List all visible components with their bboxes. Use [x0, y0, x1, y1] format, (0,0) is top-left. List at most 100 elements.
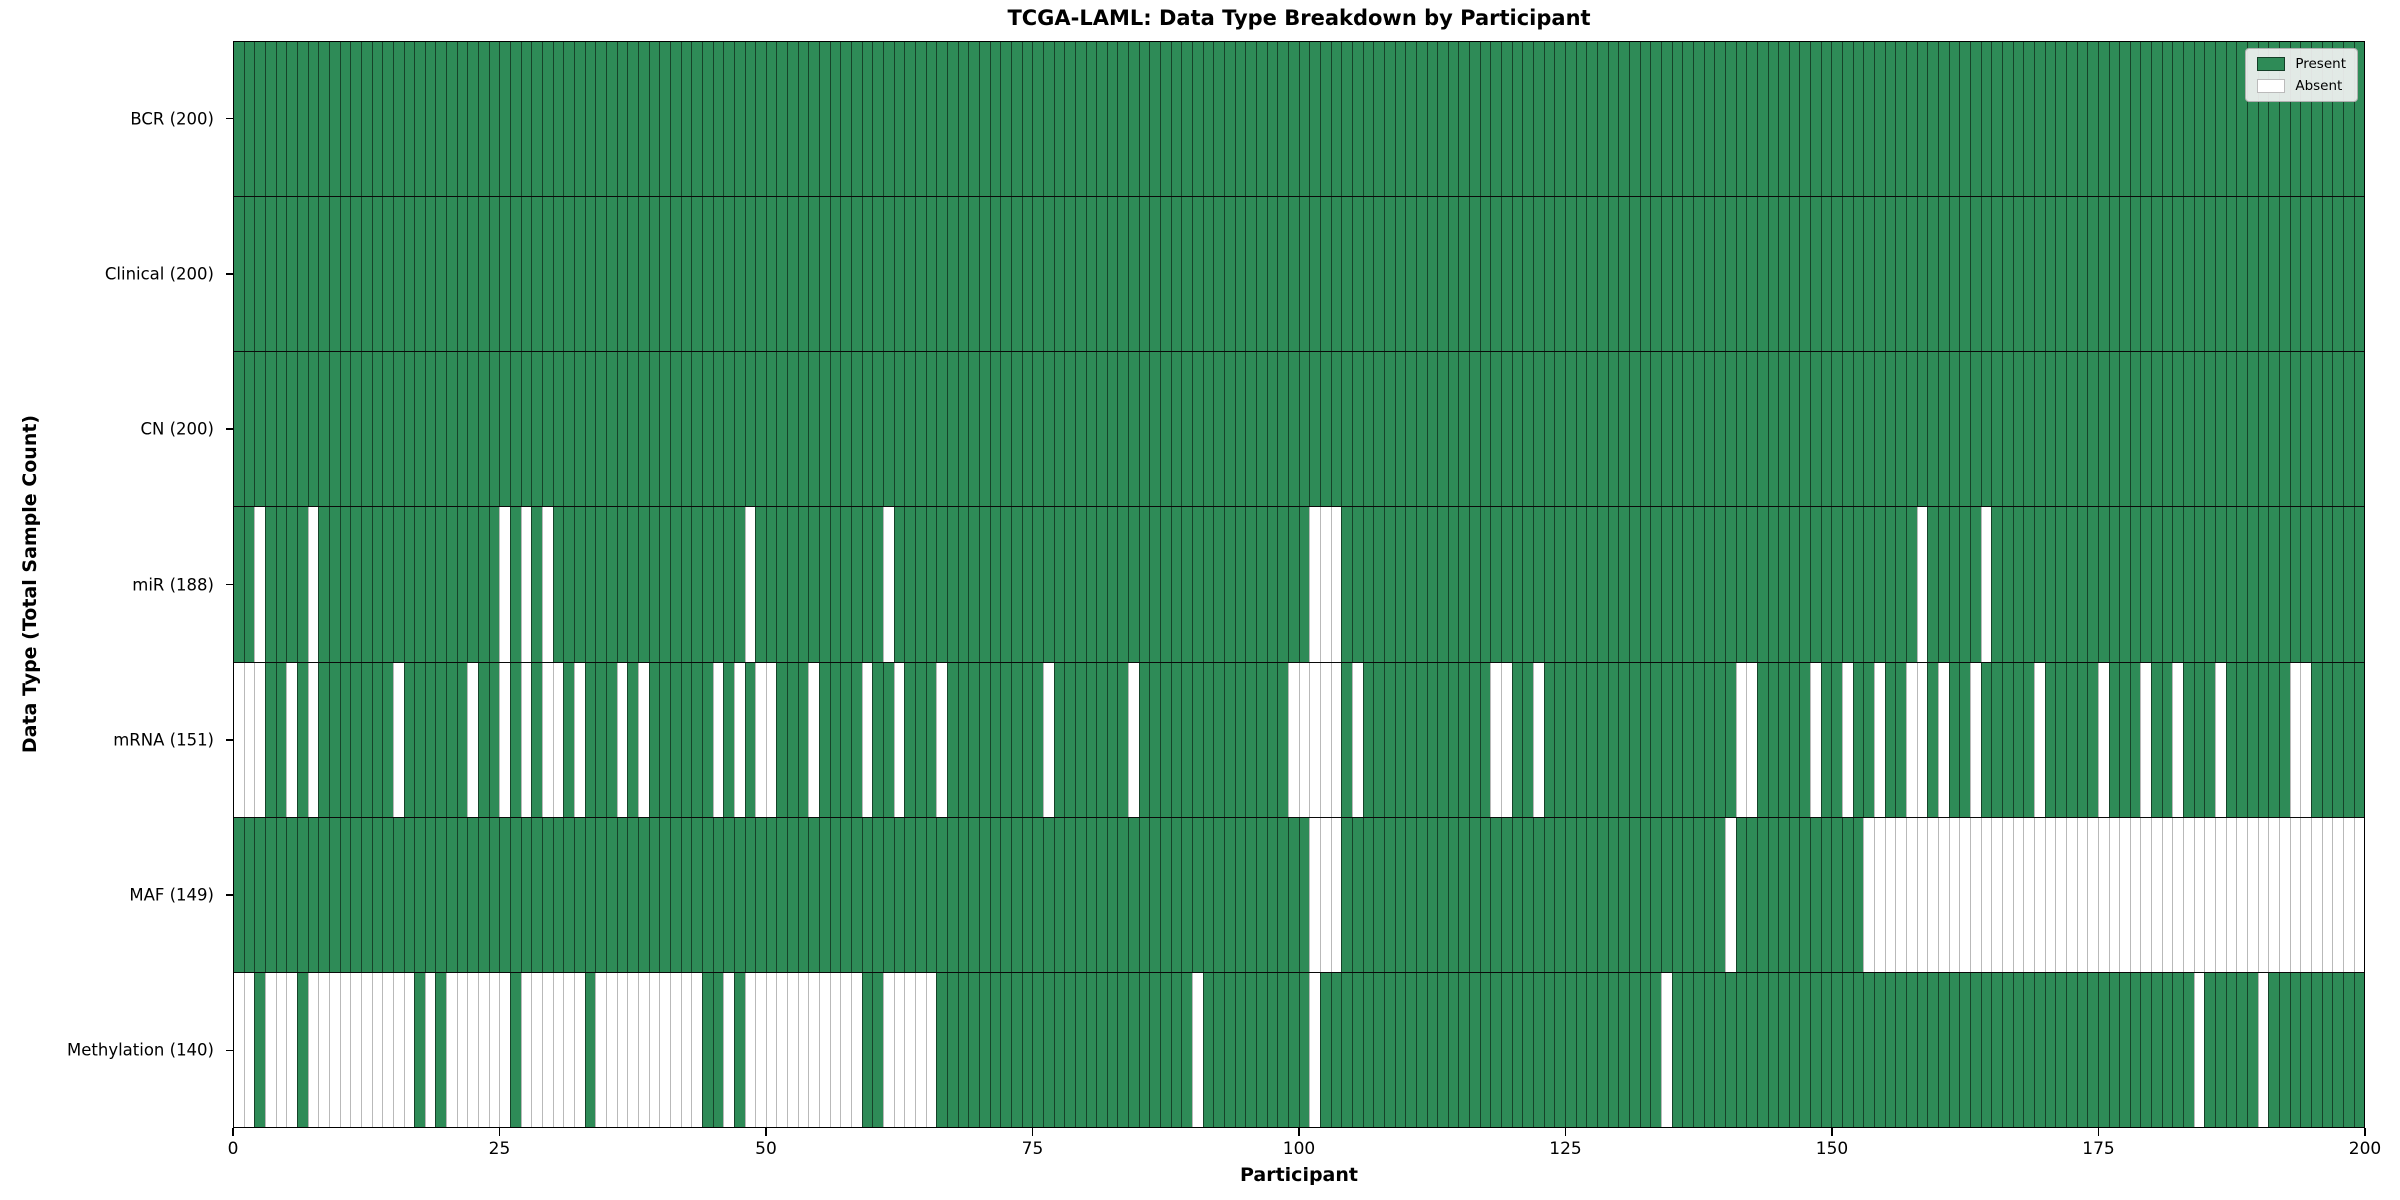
present-cell — [2161, 662, 2173, 817]
present-cell — [339, 352, 351, 507]
present-cell — [1746, 197, 1757, 352]
present-cell — [680, 197, 692, 352]
present-cell — [755, 197, 766, 352]
present-cell — [915, 817, 926, 972]
present-cell — [2055, 507, 2066, 662]
present-cell — [1309, 352, 1320, 507]
present-cell — [851, 352, 862, 507]
present-cell — [318, 817, 329, 972]
present-cell — [968, 507, 979, 662]
present-cell — [1160, 197, 1171, 352]
present-cell — [435, 817, 447, 972]
present-cell — [1522, 817, 1534, 972]
present-cell — [360, 42, 372, 197]
present-cell — [1991, 507, 2002, 662]
present-cell — [510, 42, 521, 197]
present-cell — [712, 42, 724, 197]
present-cell — [478, 352, 489, 507]
present-cell — [797, 662, 809, 817]
present-cell — [1522, 352, 1534, 507]
present-cell — [1117, 42, 1129, 197]
present-cell — [595, 42, 606, 197]
present-cell — [1554, 352, 1566, 507]
present-cell — [584, 42, 596, 197]
present-cell — [2193, 507, 2205, 662]
present-cell — [1533, 972, 1544, 1127]
y-tick-mark — [226, 583, 233, 586]
present-cell — [1149, 507, 1161, 662]
absent-cell — [1319, 507, 1331, 662]
present-cell — [1810, 972, 1821, 1127]
present-cell — [435, 352, 447, 507]
absent-cell — [840, 972, 852, 1127]
present-cell — [946, 972, 958, 1127]
present-cell — [1554, 972, 1566, 1127]
present-cell — [1351, 42, 1363, 197]
present-cell — [691, 352, 702, 507]
present-cell — [1692, 197, 1704, 352]
present-cell — [478, 507, 489, 662]
present-cell — [957, 817, 969, 972]
present-cell — [893, 817, 905, 972]
present-cell — [2225, 662, 2237, 817]
present-cell — [1170, 507, 1182, 662]
present-cell — [1874, 42, 1885, 197]
present-cell — [2236, 507, 2248, 662]
present-cell — [1128, 352, 1139, 507]
present-cell — [1064, 817, 1075, 972]
present-cell — [1810, 42, 1821, 197]
absent-cell — [1309, 662, 1320, 817]
present-cell — [1692, 42, 1704, 197]
present-cell — [2215, 352, 2226, 507]
present-cell — [1948, 197, 1960, 352]
present-cell — [499, 197, 511, 352]
present-cell — [1927, 352, 1938, 507]
absent-cell — [1938, 817, 1949, 972]
present-cell — [765, 817, 777, 972]
present-cell — [1735, 352, 1747, 507]
x-tick-mark — [1031, 1128, 1034, 1136]
present-cell — [584, 352, 596, 507]
present-cell — [1106, 507, 1118, 662]
present-cell — [1778, 972, 1789, 1127]
present-cell — [552, 817, 564, 972]
present-cell — [1160, 972, 1171, 1127]
y-tick-label-Clinical: Clinical (200) — [104, 264, 214, 284]
absent-cell — [520, 972, 532, 1127]
present-cell — [1096, 42, 1107, 197]
present-cell — [829, 42, 841, 197]
present-cell — [446, 507, 457, 662]
present-cell — [595, 662, 606, 817]
absent-cell — [1906, 662, 1917, 817]
present-cell — [1842, 197, 1853, 352]
present-cell — [1256, 662, 1267, 817]
present-cell — [1330, 352, 1342, 507]
present-cell — [2012, 662, 2024, 817]
present-cell — [1149, 972, 1161, 1127]
present-cell — [861, 817, 873, 972]
present-cell — [1021, 197, 1033, 352]
present-cell — [936, 972, 947, 1127]
present-cell — [1927, 197, 1938, 352]
present-cell — [1053, 817, 1065, 972]
present-cell — [893, 352, 905, 507]
present-cell — [2129, 972, 2141, 1127]
present-cell — [883, 817, 894, 972]
present-cell — [1522, 42, 1534, 197]
present-cell — [2044, 972, 2056, 1127]
absent-cell — [1490, 662, 1502, 817]
present-cell — [1671, 352, 1683, 507]
present-cell — [1085, 972, 1097, 1127]
present-cell — [2087, 972, 2098, 1127]
present-cell — [1383, 507, 1395, 662]
absent-cell — [2279, 817, 2290, 972]
present-cell — [1799, 42, 1811, 197]
present-cell — [2215, 42, 2226, 197]
present-cell — [2140, 972, 2152, 1127]
present-cell — [1938, 197, 1949, 352]
present-cell — [2119, 197, 2130, 352]
present-cell — [893, 507, 905, 662]
present-cell — [1778, 662, 1789, 817]
present-cell — [1351, 817, 1363, 972]
absent-cell — [2012, 817, 2024, 972]
